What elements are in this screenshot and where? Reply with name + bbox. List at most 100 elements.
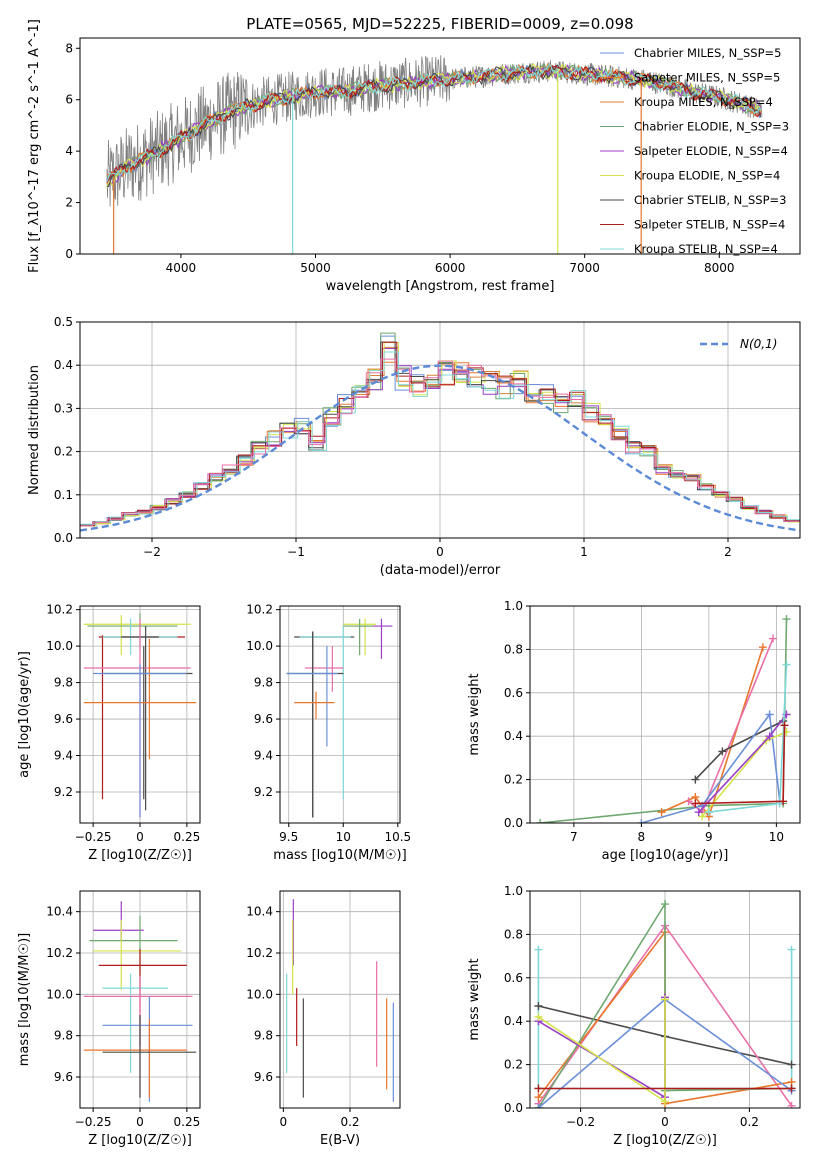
residual-histogram-step (80, 341, 800, 527)
legend-label: N(0,1) (740, 337, 777, 351)
legend-label: Kroupa MILES, N_SSP=4 (634, 95, 773, 109)
weight-marker (661, 995, 669, 1004)
x-tick-label: 10 (769, 830, 784, 844)
axes-frame (79, 321, 801, 539)
weight-marker (661, 900, 669, 909)
gaussian-curve (80, 364, 800, 532)
y-tick-label: 10.2 (246, 946, 273, 960)
weight-marker (657, 808, 666, 817)
x-tick-label: 0 (136, 830, 144, 844)
residuals-axes: −2 −1 0 1 2 0.0 0.1 0.2 0.3 0.4 0.5 (data-model)/er… (27, 315, 800, 578)
weight-marker (691, 799, 700, 808)
legend-label: Chabrier MILES, N_SSP=5 (634, 46, 781, 60)
y-tick-label: 9.8 (254, 676, 273, 690)
axes-frame (529, 605, 801, 824)
weight-marker (694, 808, 703, 817)
y-tick-label: 10.2 (246, 603, 273, 617)
x-axis-label: age [log10(age/yr)] (602, 848, 729, 863)
weight-marker (691, 775, 700, 784)
y-tick-label: 0.3 (54, 401, 73, 415)
y-tick-label: 0.1 (54, 488, 73, 502)
weight_vs_Z-lines (534, 900, 796, 1108)
x-tick-label: 8 (638, 830, 646, 844)
x-tick-label: 5000 (300, 261, 331, 275)
y-tick-label: 0.4 (504, 1014, 523, 1028)
y-tick-label: 10.0 (46, 987, 73, 1001)
weight-marker (779, 797, 788, 806)
y-tick-label: 1.0 (504, 599, 523, 613)
x-tick-label: 1 (580, 545, 588, 559)
x-tick-label: 4000 (166, 261, 197, 275)
x-tick-label: 7 (570, 830, 578, 844)
age_vs_Z-axes: −0.25 0 0.25 9.2 9.4 9.6 9.8 10.0 10.2 Z [log10(Z… (17, 603, 200, 863)
y-axis-label: mass [log10(M/M☉)] (17, 933, 32, 1066)
y-tick-label: 0.6 (504, 971, 523, 985)
x-axis-label: Z [log10(Z/Z☉)] (613, 1133, 717, 1148)
weight-marker (534, 1084, 543, 1093)
y-axis-label: mass weight (467, 958, 482, 1040)
x-axis-label: Z [log10(Z/Z☉)] (88, 848, 192, 863)
mass_vs_ebv-axes: 0 0.2 9.6 9.8 10.0 10.2 10.4 E(B-V) (246, 891, 400, 1148)
residual-histogram-step (80, 348, 800, 526)
legend-label: Chabrier STELIB, N_SSP=3 (634, 193, 786, 207)
weight-marker (698, 812, 707, 821)
axes-frame (279, 890, 401, 1109)
weight-marker (758, 643, 767, 652)
y-axis-label: Flux [f_λ10^-17 erg cm^-2 s^-1 A^-1] (27, 19, 42, 273)
weight-marker (765, 710, 774, 719)
x-axis-label: Z [log10(Z/Z☉)] (88, 1133, 192, 1148)
axes-frame (79, 890, 201, 1109)
y-tick-label: 0.8 (504, 927, 523, 941)
y-axis-label: mass weight (467, 673, 482, 755)
x-tick-label: 10 (336, 830, 351, 844)
x-tick-label: −2 (143, 545, 161, 559)
x-tick-label: 0.2 (740, 1115, 759, 1129)
spectrum-model-line (106, 63, 762, 187)
weight-line (537, 997, 666, 1099)
y-tick-label: 9.8 (54, 1029, 73, 1043)
weight-line (688, 638, 774, 814)
weight-marker (787, 1084, 796, 1093)
weight-marker (661, 1097, 669, 1106)
x-tick-label: 0 (280, 1115, 288, 1129)
y-tick-label: 9.4 (54, 749, 73, 763)
x-axis-label: E(B-V) (320, 1133, 360, 1148)
y-tick-label: 0 (65, 247, 73, 261)
weight-marker (704, 808, 713, 817)
x-tick-label: 7000 (569, 261, 600, 275)
weight-line (641, 712, 781, 823)
weight-marker (787, 1060, 796, 1069)
mass_vs_Z-axes: −0.25 0 0.25 9.6 9.8 10.0 10.2 10.4 Z [log10(Z/Z… (17, 891, 200, 1148)
spectrum-axes: 4000 5000 6000 7000 8000 0 2 4 6 8 wavelength [Ang… (27, 19, 735, 294)
x-tick-label: 8000 (704, 261, 735, 275)
x-axis-label: wavelength [Angstrom, rest frame] (326, 279, 555, 294)
weight-marker (534, 945, 543, 954)
y-tick-label: 0.0 (54, 531, 73, 545)
age_vs_Z-errorbars (83, 613, 197, 818)
x-tick-label: −0.25 (75, 1115, 112, 1129)
age_vs_mass-axes: 9.5 10 10.5 9.2 9.4 9.6 9.8 10.0 10.2 mass [log10… (246, 603, 411, 863)
legend-label: Salpeter STELIB, N_SSP=4 (634, 218, 785, 232)
weight-marker (536, 819, 545, 823)
weight-marker (765, 732, 774, 741)
residual-histogram-step (81, 351, 800, 525)
legend-label: Kroupa ELODIE, N_SSP=4 (634, 169, 780, 183)
x-tick-label: 0 (136, 1115, 144, 1129)
x-tick-label: 0.25 (174, 830, 201, 844)
y-tick-label: 10.0 (46, 639, 73, 653)
x-tick-label: 9 (705, 830, 713, 844)
y-tick-label: 2 (65, 196, 73, 210)
axes-frame (79, 37, 801, 255)
y-tick-label: 6 (65, 93, 73, 107)
y-axis-label: age [log10(age/yr)] (17, 651, 32, 778)
residual-histogram-step (80, 358, 799, 527)
y-tick-label: 9.6 (254, 1070, 273, 1084)
legend-label: Kroupa STELIB, N_SSP=4 (634, 242, 778, 256)
figure-title: PLATE=0565, MJD=52225, FIBERID=0009, z=0… (246, 15, 633, 33)
x-tick-label: 0.2 (340, 1115, 359, 1129)
weight-marker (534, 1002, 543, 1011)
y-tick-label: 9.4 (254, 749, 273, 763)
x-tick-label: 10.5 (384, 830, 411, 844)
